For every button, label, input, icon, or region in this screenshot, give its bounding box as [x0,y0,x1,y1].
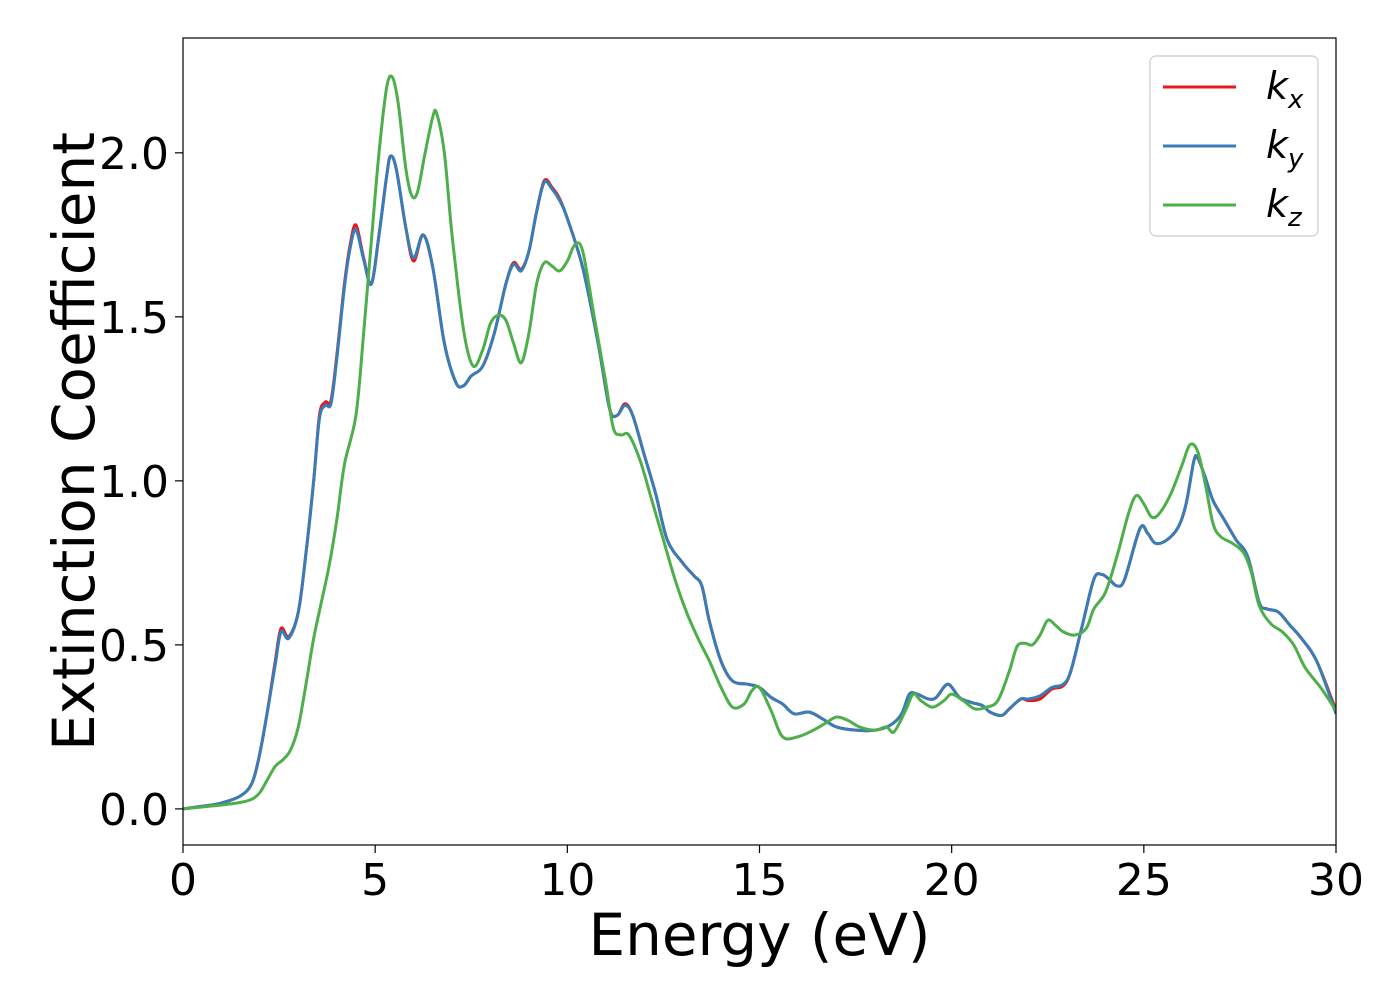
y-tick-label: 1.0 [99,457,169,508]
y-tick-label: 0.0 [99,785,169,836]
series-line-kz [183,74,1336,811]
x-axis-ticks: 0 5 10 15 20 25 30 [169,845,1364,906]
legend-label-ky: ky [1266,123,1304,174]
x-tick-label: 0 [169,855,197,906]
x-tick-label: 30 [1308,855,1364,906]
y-tick-label: 1.5 [99,293,169,344]
y-tick-label: 0.5 [99,621,169,672]
series-line-ky [183,154,1336,811]
legend: kx ky kz [1149,55,1319,237]
x-tick-label: 10 [539,855,595,906]
x-tick-label: 25 [1116,855,1172,906]
series-line-kx [183,154,1336,811]
x-tick-label: 15 [732,855,788,906]
x-tick-label: 5 [361,855,389,906]
series-layer [183,74,1336,811]
legend-label-kz: kz [1266,182,1303,233]
x-axis-label: Energy (eV) [588,901,930,969]
legend-label-kx: kx [1266,64,1304,115]
x-tick-label: 20 [924,855,980,906]
y-axis-label: Extinction Coefficient [40,132,108,751]
y-tick-label: 2.0 [99,129,169,180]
y-axis-ticks: 0.0 0.5 1.0 1.5 2.0 [99,129,183,836]
